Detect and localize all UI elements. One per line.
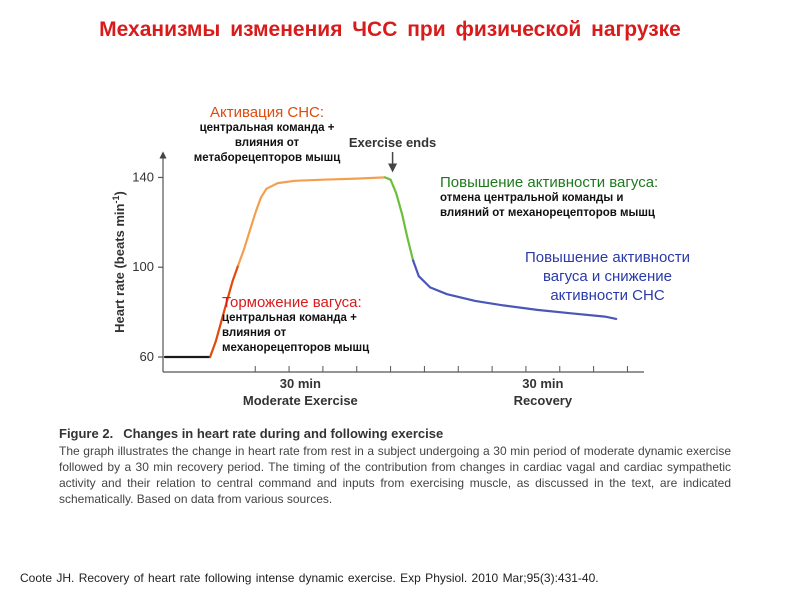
series-line: [209, 263, 240, 359]
series-line: [412, 259, 618, 320]
annotation-vagus-snc-line: активности СНС: [550, 287, 665, 304]
annotation-vagus-increase-line: влияний от механорецепторов мышц: [440, 207, 655, 219]
series-line: [383, 176, 415, 262]
annotation-vagus-snc-line: Повышение активности: [524, 249, 691, 266]
y-tick-label: 140: [132, 169, 154, 184]
phase-duration-label: 30 min: [522, 376, 563, 391]
annotation-snc-activation-line: метаборецепторов мышц: [193, 152, 341, 164]
annotation-vagus-inhibition-line: центральная команда +: [222, 312, 357, 324]
annotation-snc-activation-heading: Активация СНС:: [209, 104, 325, 121]
series-line: [237, 176, 386, 267]
annotation-vagus-inhibition-line: механорецепторов мышц: [222, 342, 370, 354]
annotation-vagus-increase-heading: Повышение активности вагуса:: [440, 174, 659, 191]
figure-caption: Figure 2. Changes in heart rate during an…: [59, 426, 731, 507]
figure-description: The graph illustrates the change in hear…: [59, 444, 731, 506]
annotation-vagus-snc-line: вагуса и снижение: [542, 268, 673, 285]
annotation-vagus-inhibition: Торможение вагуса: центральная команда +…: [222, 294, 422, 356]
figure-title: Changes in heart rate during and followi…: [123, 426, 444, 441]
phase-name-label: Recovery: [514, 393, 573, 408]
annotation-vagus-snc: Повышение активности вагуса и снижение а…: [505, 248, 710, 305]
slide-title: Механизмы изменения ЧСС при физической н…: [99, 18, 681, 41]
y-tick-label: 60: [140, 349, 154, 364]
annotation-snc-activation-line: центральная команда +: [199, 122, 335, 134]
exercise-ends-label: Exercise ends: [349, 135, 436, 150]
figure-label: Figure 2.: [59, 426, 114, 441]
annotation-snc-activation-line: влияния от: [234, 137, 300, 149]
figure-title-row: Figure 2. Changes in heart rate during an…: [59, 426, 731, 441]
annotation-vagus-inhibition-heading: Торможение вагуса:: [222, 294, 362, 311]
y-tick-label: 100: [132, 259, 154, 274]
y-axis-label: Heart rate (beats min-1): [111, 191, 127, 333]
citation: Coote JH. Recovery of heart rate followi…: [20, 571, 599, 585]
annotation-snc-activation: Активация СНС: центральная команда + вли…: [172, 104, 362, 166]
annotation-vagus-increase-line: отмена центральной команды и: [440, 192, 624, 204]
phase-name-label: Moderate Exercise: [243, 393, 358, 408]
phase-duration-label: 30 min: [280, 376, 321, 391]
annotation-vagus-increase: Повышение активности вагуса: отмена цент…: [440, 174, 740, 221]
annotation-vagus-inhibition-line: влияния от: [222, 327, 287, 339]
